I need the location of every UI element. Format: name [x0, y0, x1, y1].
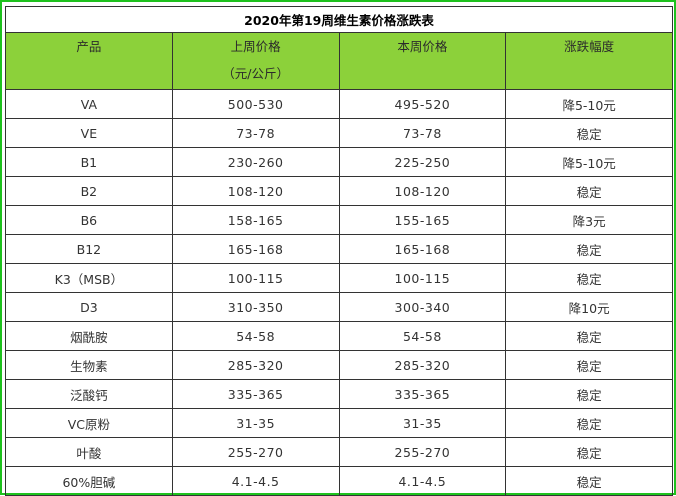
header-product: 产品 [5, 32, 173, 90]
cell-product: B6 [5, 205, 173, 235]
cell-last-week: 285-320 [171, 350, 340, 380]
cell-last-week: 230-260 [171, 147, 340, 177]
cell-this-week: 165-168 [338, 234, 507, 264]
table-row: K3（MSB） 100-115 100-115 稳定 [5, 263, 673, 293]
header-change: 涨跌幅度 [505, 32, 673, 90]
header-unit-label: （元/公斤） [222, 66, 289, 81]
cell-change: 稳定 [505, 350, 673, 380]
cell-last-week: 335-365 [171, 379, 340, 409]
table-title-row: 2020年第19周维生素价格涨跌表 [5, 6, 673, 33]
table-header-row: 产品 上周价格 （元/公斤） 本周价格 涨跌幅度 [5, 32, 673, 90]
cell-product: B1 [5, 147, 173, 177]
cell-this-week: 108-120 [338, 176, 507, 206]
table-row: B1 230-260 225-250 降5-10元 [5, 147, 673, 177]
cell-product: 60%胆碱 [5, 466, 173, 496]
cell-change: 降5-10元 [505, 147, 673, 177]
header-last-week: 上周价格 （元/公斤） [171, 32, 340, 90]
table-row: VE 73-78 73-78 稳定 [5, 118, 673, 148]
cell-change: 稳定 [505, 118, 673, 148]
cell-last-week: 73-78 [171, 118, 340, 148]
cell-last-week: 31-35 [171, 408, 340, 438]
table-row: 叶酸 255-270 255-270 稳定 [5, 437, 673, 467]
cell-product: D3 [5, 292, 173, 322]
table-row: 泛酸钙 335-365 335-365 稳定 [5, 379, 673, 409]
cell-product: VC原粉 [5, 408, 173, 438]
cell-change: 稳定 [505, 263, 673, 293]
table-row: 60%胆碱 4.1-4.5 4.1-4.5 稳定 [5, 466, 673, 496]
cell-change: 降3元 [505, 205, 673, 235]
cell-product: VA [5, 89, 173, 119]
table-row: B6 158-165 155-165 降3元 [5, 205, 673, 235]
cell-this-week: 54-58 [338, 321, 507, 351]
table-row: D3 310-350 300-340 降10元 [5, 292, 673, 322]
cell-product: K3（MSB） [5, 263, 173, 293]
header-this-week: 本周价格 [338, 32, 507, 90]
cell-last-week: 100-115 [171, 263, 340, 293]
cell-this-week: 100-115 [338, 263, 507, 293]
cell-change: 稳定 [505, 234, 673, 264]
table-title: 2020年第19周维生素价格涨跌表 [5, 6, 673, 33]
cell-this-week: 300-340 [338, 292, 507, 322]
cell-last-week: 255-270 [171, 437, 340, 467]
cell-change: 稳定 [505, 437, 673, 467]
cell-change: 稳定 [505, 379, 673, 409]
header-last-week-label: 上周价格 [230, 39, 281, 54]
cell-this-week: 31-35 [338, 408, 507, 438]
table-row: VC原粉 31-35 31-35 稳定 [5, 408, 673, 438]
cell-last-week: 108-120 [171, 176, 340, 206]
cell-product: B2 [5, 176, 173, 206]
cell-this-week: 335-365 [338, 379, 507, 409]
cell-last-week: 165-168 [171, 234, 340, 264]
cell-this-week: 73-78 [338, 118, 507, 148]
cell-change: 稳定 [505, 408, 673, 438]
cell-product: 生物素 [5, 350, 173, 380]
table-row: 烟酰胺 54-58 54-58 稳定 [5, 321, 673, 351]
cell-change: 稳定 [505, 321, 673, 351]
cell-this-week: 4.1-4.5 [338, 466, 507, 496]
cell-product: 泛酸钙 [5, 379, 173, 409]
cell-last-week: 310-350 [171, 292, 340, 322]
cell-product: VE [5, 118, 173, 148]
table-row: VA 500-530 495-520 降5-10元 [5, 89, 673, 119]
header-product-label: 产品 [76, 39, 102, 54]
cell-this-week: 155-165 [338, 205, 507, 235]
header-this-week-label: 本周价格 [397, 39, 448, 54]
table-row: B2 108-120 108-120 稳定 [5, 176, 673, 206]
cell-this-week: 285-320 [338, 350, 507, 380]
cell-last-week: 158-165 [171, 205, 340, 235]
cell-product: B12 [5, 234, 173, 264]
cell-product: 烟酰胺 [5, 321, 173, 351]
cell-this-week: 225-250 [338, 147, 507, 177]
vitamin-price-table: 2020年第19周维生素价格涨跌表 产品 上周价格 （元/公斤） 本周价格 涨跌… [5, 6, 673, 496]
cell-change: 稳定 [505, 466, 673, 496]
table-row: B12 165-168 165-168 稳定 [5, 234, 673, 264]
header-change-label: 涨跌幅度 [564, 39, 615, 54]
cell-last-week: 54-58 [171, 321, 340, 351]
cell-this-week: 255-270 [338, 437, 507, 467]
cell-last-week: 4.1-4.5 [171, 466, 340, 496]
cell-this-week: 495-520 [338, 89, 507, 119]
cell-change: 降5-10元 [505, 89, 673, 119]
cell-change: 降10元 [505, 292, 673, 322]
cell-last-week: 500-530 [171, 89, 340, 119]
cell-product: 叶酸 [5, 437, 173, 467]
cell-change: 稳定 [505, 176, 673, 206]
table-row: 生物素 285-320 285-320 稳定 [5, 350, 673, 380]
